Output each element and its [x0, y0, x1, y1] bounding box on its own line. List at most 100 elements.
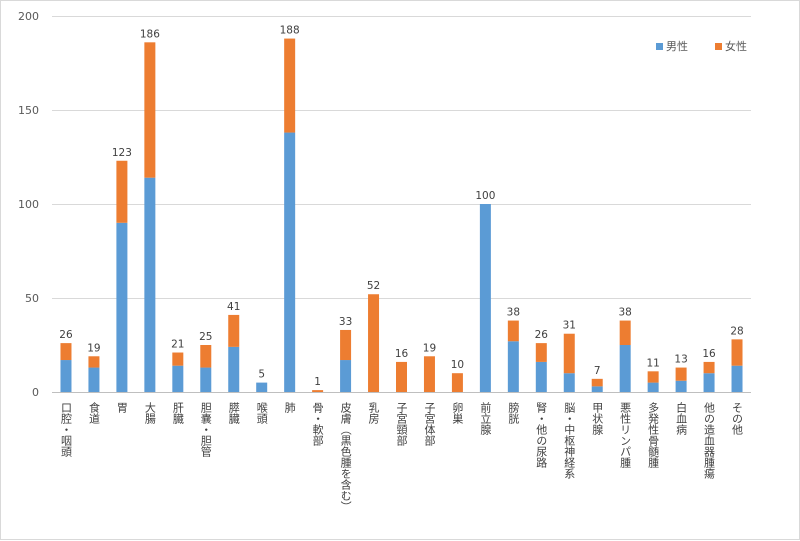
y-tick-label: 200 — [18, 10, 39, 23]
bar-male — [507, 341, 519, 392]
category-label: 口腔・咽頭 — [59, 402, 72, 458]
y-tick-label: 150 — [18, 104, 39, 117]
bar-female — [88, 356, 100, 368]
data-label: 26 — [59, 329, 73, 341]
data-label: 10 — [451, 359, 464, 371]
bar-male — [731, 365, 743, 392]
data-label: 21 — [171, 339, 184, 351]
bar-female — [535, 343, 547, 362]
data-label: 16 — [702, 348, 716, 360]
legend-swatch-male — [656, 43, 663, 50]
data-label: 13 — [674, 354, 687, 366]
bar-male — [591, 386, 603, 392]
bar-male — [340, 360, 352, 392]
bar-male — [703, 373, 715, 392]
bar-female — [396, 361, 407, 392]
category-label: 膀胱 — [507, 401, 520, 425]
legend-label-male: 男性 — [666, 39, 688, 53]
bar-female — [228, 314, 240, 347]
bar-female — [172, 352, 184, 366]
data-label: 5 — [258, 369, 265, 381]
bar-female — [284, 38, 296, 133]
category-label: 甲状腺 — [591, 402, 604, 436]
data-label: 28 — [730, 325, 743, 337]
data-label: 33 — [339, 316, 352, 328]
bar-male — [619, 345, 631, 392]
bar-female — [312, 390, 324, 392]
bar-male — [535, 361, 547, 392]
category-label: 膵臓 — [227, 402, 240, 425]
category-labels: 口腔・咽頭 食道胃大腸 肝臓 胆嚢・胆管 膵臓 喉頭肺骨・軟部 皮膚（黒色腫を含む） 乳房 子宮… — [59, 401, 743, 512]
bar-female — [200, 345, 212, 368]
data-label: 26 — [535, 329, 549, 341]
bar-female — [563, 333, 575, 374]
data-label: 7 — [594, 365, 601, 377]
bar-female — [144, 42, 156, 178]
bar-male — [479, 204, 491, 392]
data-label: 19 — [87, 342, 100, 354]
y-tick-label: 100 — [18, 198, 39, 211]
bars — [60, 38, 743, 392]
legend-label-female: 女性 — [725, 39, 747, 53]
data-label: 52 — [367, 280, 380, 292]
data-label: 41 — [227, 301, 240, 313]
category-label: 他の造血器腫瘍 — [703, 402, 716, 480]
data-label: 19 — [423, 342, 436, 354]
bar-male — [228, 346, 240, 392]
category-label: 子宮頸部 — [395, 402, 408, 446]
bar-male — [88, 367, 100, 392]
data-label: 11 — [646, 357, 659, 369]
bar-female — [731, 339, 743, 366]
bar-female — [591, 378, 603, 387]
bar-female — [116, 160, 128, 223]
y-axis-ticks: 0 50 100 150 200 — [18, 10, 39, 399]
y-tick-label: 50 — [25, 292, 39, 305]
category-label: 胃 — [115, 402, 128, 414]
data-label: 100 — [475, 190, 495, 202]
category-label: 前立腺 — [479, 401, 492, 436]
data-label: 188 — [280, 25, 300, 37]
gridlines — [52, 16, 751, 393]
bar-female — [60, 343, 72, 361]
data-label: 186 — [140, 28, 160, 40]
bar-male — [284, 132, 296, 392]
data-label: 123 — [112, 147, 132, 159]
category-label: 腎・他の尿路 — [535, 402, 548, 469]
category-label: 大腸 — [143, 401, 156, 425]
bar-male — [675, 380, 687, 392]
category-label: 肝臓 — [171, 402, 184, 425]
data-label: 38 — [507, 307, 520, 319]
data-label: 1 — [314, 376, 321, 388]
bar-female — [368, 294, 380, 392]
data-label: 16 — [395, 348, 409, 360]
category-label: 乳房 — [367, 402, 380, 425]
data-label: 31 — [563, 320, 576, 332]
bar-male — [256, 382, 268, 392]
category-label: 食道 — [87, 401, 100, 424]
bar-female — [619, 320, 631, 345]
bar-male — [563, 373, 575, 392]
y-tick-label: 0 — [32, 386, 39, 399]
category-label: 多発性骨髄腫 — [647, 401, 660, 469]
bar-male — [60, 360, 72, 392]
category-label: 肺 — [283, 402, 296, 414]
bar-female — [423, 356, 435, 392]
bar-male — [172, 365, 184, 392]
category-label: 皮膚（黒色腫を含む） — [339, 402, 352, 512]
bar-female — [647, 371, 659, 383]
data-label: 38 — [618, 307, 631, 319]
category-label: その他 — [731, 402, 744, 435]
bar-female — [340, 329, 352, 361]
bar-female — [703, 361, 715, 374]
legend-swatch-female — [715, 43, 722, 50]
bar-male — [116, 222, 128, 392]
category-label: 胆嚢・胆管 — [199, 402, 212, 458]
category-label: 悪性リンパ腫 — [619, 402, 632, 469]
legend: 男性 女性 — [656, 39, 747, 53]
category-label: 卵巣 — [451, 402, 464, 425]
category-label: 白血病 — [675, 401, 688, 436]
category-label: 骨・軟部 — [311, 402, 324, 446]
category-label: 子宮体部 — [423, 402, 436, 446]
